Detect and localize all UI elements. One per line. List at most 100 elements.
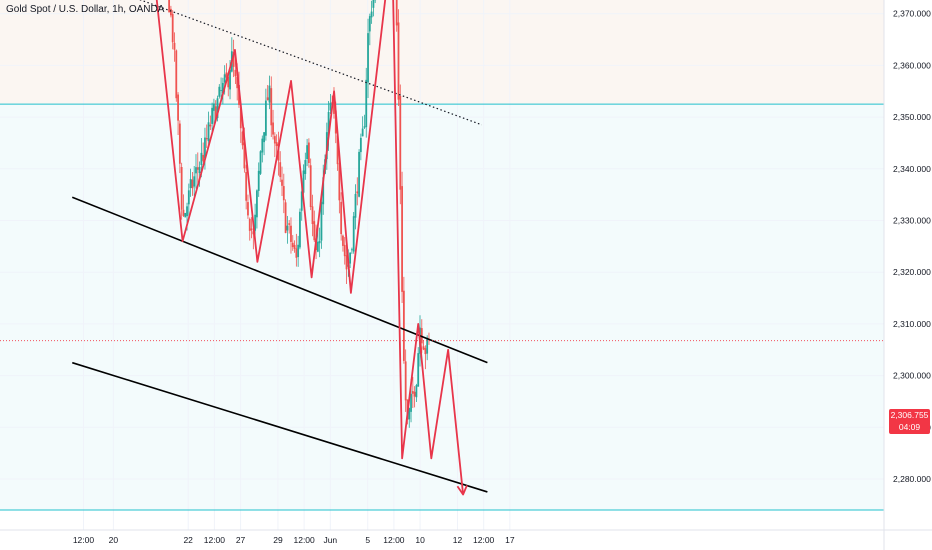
candle-body: [413, 391, 416, 397]
candle: [264, 88, 267, 141]
candle: [213, 98, 215, 126]
candle-body: [243, 142, 246, 169]
x-axis: 12:00 20 22 12:00 27 29 12:00 Jun 5 12:00 10 12 12:0…: [73, 535, 515, 545]
candle-body: [189, 178, 192, 189]
x-tick-label: 12:00: [204, 535, 226, 545]
candle-body: [417, 353, 420, 387]
candle-body: [168, 0, 171, 13]
candle-body: [263, 132, 265, 143]
candle-body: [173, 42, 176, 50]
candle: [417, 347, 420, 387]
candle-body: [426, 337, 429, 354]
candle-body: [411, 391, 414, 394]
x-tick-label: 12:00: [383, 535, 405, 545]
candle: [282, 173, 285, 214]
candle: [266, 85, 269, 101]
candle: [281, 166, 283, 197]
candle-body: [367, 33, 369, 83]
candle: [261, 135, 264, 163]
candle-body: [248, 218, 251, 231]
candle-body: [401, 186, 403, 292]
candle-body: [309, 165, 312, 208]
x-tick-label: 10: [415, 535, 425, 545]
candle-body: [286, 225, 289, 231]
candle-body: [198, 166, 201, 174]
candle-body: [281, 179, 283, 186]
candle: [401, 171, 403, 303]
candle-body: [424, 348, 427, 355]
candle-body: [370, 11, 373, 18]
x-tick-label: 12:00: [73, 535, 95, 545]
candle: [304, 152, 307, 180]
candle-body: [175, 50, 178, 99]
candle-body: [318, 240, 321, 244]
candle-body: [288, 223, 291, 225]
candle: [356, 177, 359, 206]
candle: [340, 192, 343, 241]
candle-body: [252, 231, 255, 235]
upper-zone-shade: [0, 0, 884, 105]
candle: [180, 162, 183, 220]
x-tick-label: 5: [365, 535, 370, 545]
candle: [361, 116, 364, 137]
candle-body: [220, 90, 222, 91]
candle-body: [368, 16, 371, 32]
candle: [399, 84, 402, 205]
candle-body: [299, 211, 301, 248]
candle: [171, 10, 174, 50]
candle: [177, 92, 179, 135]
projection-arrowhead: [456, 484, 468, 496]
candle: [415, 383, 418, 402]
candle-body: [306, 145, 309, 160]
candle: [211, 102, 214, 135]
candle: [184, 212, 187, 218]
candle-body: [187, 190, 190, 205]
candle-body: [336, 135, 339, 165]
candle-body: [216, 98, 219, 119]
candle-body: [207, 122, 210, 142]
candle-body: [302, 170, 305, 193]
x-tick-label: 29: [273, 535, 283, 545]
candle: [178, 120, 181, 174]
countdown-timer: 04:09: [898, 422, 921, 432]
candle-body: [170, 8, 172, 16]
candle-body: [256, 190, 258, 218]
candle: [307, 138, 310, 168]
candle: [404, 349, 407, 412]
candle-body: [202, 154, 205, 161]
candle-body: [311, 206, 314, 225]
x-tick-label: 27: [236, 535, 246, 545]
candle-body: [282, 186, 285, 201]
candle: [411, 376, 414, 408]
candle-body: [245, 171, 248, 201]
candle: [209, 115, 212, 131]
candle: [259, 150, 262, 176]
candle-body: [415, 385, 418, 398]
candle: [272, 109, 274, 140]
candle: [293, 240, 296, 253]
candle: [408, 407, 411, 428]
candle-body: [395, 0, 398, 26]
candle-body: [264, 100, 267, 136]
candle-body: [345, 255, 348, 270]
candle-body: [297, 244, 300, 257]
candle-body: [307, 142, 310, 163]
current-price-tag: 2,306.755 04:09: [889, 409, 930, 434]
candle: [424, 345, 427, 370]
candle-body: [205, 138, 208, 140]
y-tick-label: 2,310.000: [893, 319, 931, 329]
candle: [273, 132, 276, 158]
candle: [322, 164, 325, 215]
candle-body: [234, 69, 237, 77]
candle: [318, 227, 321, 258]
candle-body: [316, 241, 319, 252]
candle: [395, 0, 398, 32]
y-tick-label: 2,360.000: [893, 60, 931, 70]
candle: [358, 149, 360, 198]
candle: [247, 194, 249, 219]
candle: [372, 0, 375, 17]
candle-body: [193, 176, 196, 187]
candle-body: [196, 167, 199, 170]
